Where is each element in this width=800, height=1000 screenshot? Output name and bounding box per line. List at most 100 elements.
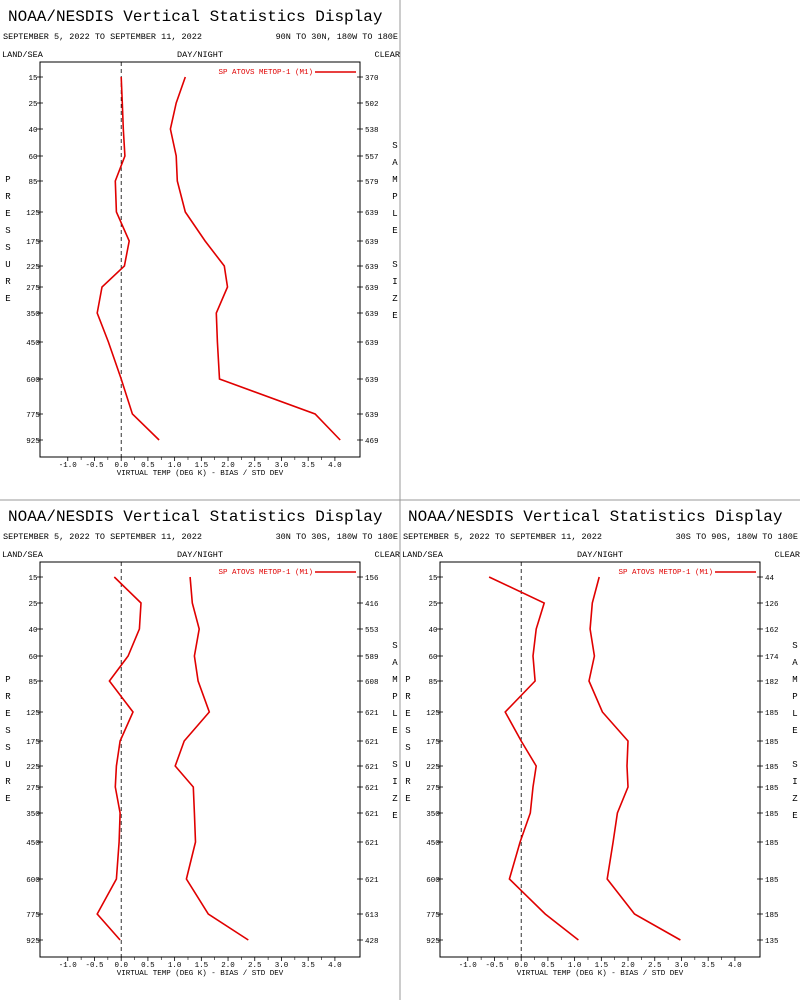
sample-size: 185 — [765, 739, 779, 747]
pressure-label: 175 — [426, 739, 440, 747]
std-dev-line — [174, 576, 249, 941]
pressure-label: 125 — [26, 710, 40, 718]
panel: NOAA/NESDIS Vertical Statistics Display S… — [2, 8, 400, 478]
legend-label: SP ATOVS METOP-1 (M1) — [218, 569, 313, 577]
sample-size: 126 — [765, 601, 779, 609]
pressure-label: 450 — [426, 840, 440, 848]
date-range: SEPTEMBER 5, 2022 TO SEPTEMBER 11, 2022 — [403, 532, 602, 542]
sample-size: 621 — [365, 785, 379, 793]
x-tick-label: 2.0 — [221, 462, 235, 470]
x-tick-label: 1.0 — [168, 962, 182, 970]
x-tick-label: -0.5 — [85, 462, 104, 470]
pressure-label: 225 — [26, 764, 40, 772]
pressure-label: 600 — [26, 877, 40, 885]
x-tick-label: 2.0 — [621, 962, 635, 970]
x-tick-label: 1.5 — [195, 462, 209, 470]
plot-frame — [39, 61, 361, 458]
sample-size: 621 — [365, 739, 379, 747]
region: 30S TO 90S, 180W TO 180E — [676, 532, 798, 542]
x-tick-label: 1.0 — [568, 962, 582, 970]
pressure-label: 275 — [26, 285, 40, 293]
pressure-label: 925 — [26, 938, 40, 946]
panel-title: NOAA/NESDIS Vertical Statistics Display — [8, 508, 383, 526]
pressure-label: 85 — [428, 679, 438, 687]
x-tick-label: 3.5 — [301, 962, 315, 970]
sample-size: 621 — [365, 764, 379, 772]
sample-size: 621 — [365, 877, 379, 885]
sample-size: 162 — [765, 627, 779, 635]
pressure-label: 25 — [28, 601, 38, 609]
x-tick-label: 2.0 — [221, 962, 235, 970]
x-tick-label: 0.5 — [141, 462, 155, 470]
x-tick-label: 2.5 — [648, 962, 662, 970]
sample-size: 185 — [765, 785, 779, 793]
pressure-label: 25 — [428, 601, 438, 609]
sample-size: 621 — [365, 710, 379, 718]
plot-frame — [39, 561, 361, 958]
sample-size: 538 — [365, 127, 379, 135]
std-dev-line — [588, 576, 681, 941]
x-axis-label: VIRTUAL TEMP (DEG K) - BIAS / STD DEV — [517, 970, 684, 978]
x-tick-label: 1.5 — [595, 962, 609, 970]
pressure-label: 775 — [26, 412, 40, 420]
sample-size: 185 — [765, 877, 779, 885]
x-axis-label: VIRTUAL TEMP (DEG K) - BIAS / STD DEV — [117, 970, 284, 978]
x-tick-label: -1.0 — [59, 462, 78, 470]
pressure-label: 85 — [28, 679, 38, 687]
sample-size: 553 — [365, 627, 379, 635]
x-tick-label: 0.0 — [114, 462, 128, 470]
x-tick-label: -1.0 — [59, 962, 78, 970]
land-sea: LAND/SEA — [2, 550, 44, 560]
sample-size: 639 — [365, 340, 379, 348]
y-axis-label: PRESSURE — [3, 675, 13, 811]
x-tick-label: 0.5 — [541, 962, 555, 970]
sample-size: 557 — [365, 154, 379, 162]
x-tick-label: 3.5 — [301, 462, 315, 470]
x-tick-label: -0.5 — [485, 962, 504, 970]
x-tick-label: -0.5 — [85, 962, 104, 970]
x-tick-label: 3.0 — [275, 462, 289, 470]
legend-label: SP ATOVS METOP-1 (M1) — [618, 569, 713, 577]
sample-size: 639 — [365, 239, 379, 247]
sample-size: 185 — [765, 710, 779, 718]
day-night: DAY/NIGHT — [177, 50, 223, 60]
pressure-label: 40 — [28, 127, 38, 135]
pressure-label: 925 — [26, 438, 40, 446]
sample-size: 639 — [365, 210, 379, 218]
region: 30N TO 30S, 180W TO 180E — [276, 532, 398, 542]
date-range: SEPTEMBER 5, 2022 TO SEPTEMBER 11, 2022 — [3, 532, 202, 542]
x-tick-label: -1.0 — [459, 962, 478, 970]
x-tick-label: 3.5 — [701, 962, 715, 970]
pressure-label: 225 — [26, 264, 40, 272]
bias-line — [96, 76, 160, 441]
pressure-label: 600 — [26, 377, 40, 385]
pressure-label: 350 — [26, 311, 40, 319]
bias-line — [96, 576, 142, 941]
x-tick-label: 3.0 — [675, 962, 689, 970]
x-tick-label: 0.0 — [114, 962, 128, 970]
sample-size: 621 — [365, 811, 379, 819]
y-axis-label: PRESSURE — [403, 675, 413, 811]
pressure-label: 450 — [26, 840, 40, 848]
sample-size: 579 — [365, 179, 379, 187]
pressure-label: 60 — [28, 154, 38, 162]
region: 90N TO 30N, 180W TO 180E — [276, 32, 398, 42]
x-axis-label: VIRTUAL TEMP (DEG K) - BIAS / STD DEV — [117, 470, 284, 478]
land-sea: LAND/SEA — [402, 550, 444, 560]
x-tick-label: 4.0 — [328, 962, 342, 970]
pressure-label: 350 — [26, 811, 40, 819]
day-night: DAY/NIGHT — [577, 550, 623, 560]
sample-size: 639 — [365, 311, 379, 319]
sample-size: 589 — [365, 654, 379, 662]
x-tick-label: 1.0 — [168, 462, 182, 470]
x-tick-label: 3.0 — [275, 962, 289, 970]
y-axis-label: PRESSURE — [3, 175, 13, 311]
pressure-label: 775 — [26, 912, 40, 920]
sample-size: 416 — [365, 601, 379, 609]
pressure-label: 85 — [28, 179, 38, 187]
sample-size: 185 — [765, 764, 779, 772]
y2-axis-label: SAMPLE SIZE — [390, 141, 400, 328]
sample-size: 174 — [765, 654, 779, 662]
pressure-label: 125 — [426, 710, 440, 718]
